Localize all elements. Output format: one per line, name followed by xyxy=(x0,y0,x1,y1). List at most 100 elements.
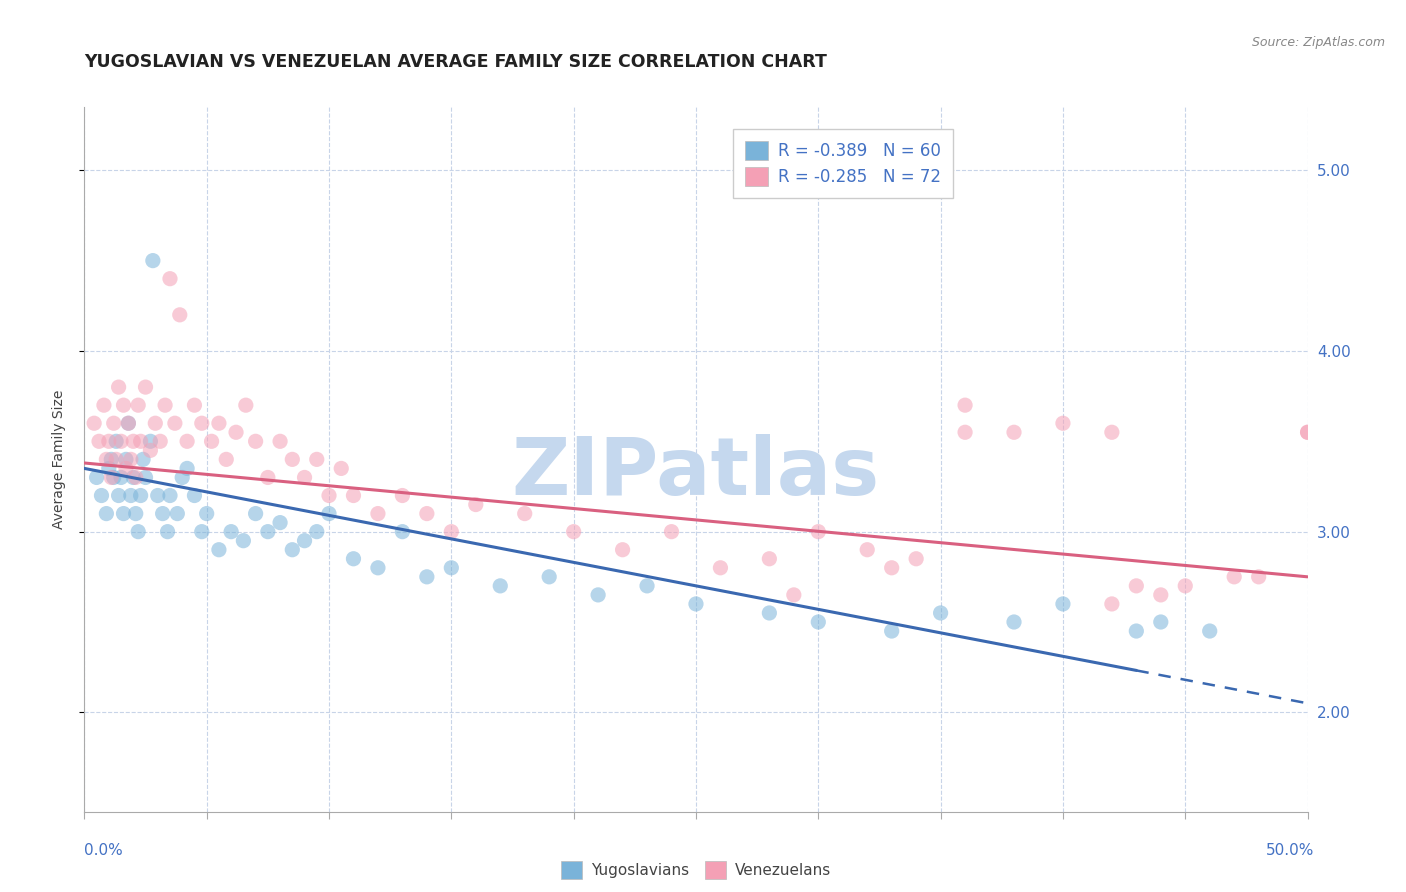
Point xyxy=(318,507,340,521)
Point xyxy=(1174,579,1197,593)
Point xyxy=(110,434,132,449)
Point xyxy=(440,524,463,539)
Point xyxy=(115,461,138,475)
Point xyxy=(176,461,198,475)
Point xyxy=(110,470,132,484)
Point xyxy=(97,434,120,449)
Point xyxy=(1052,597,1074,611)
Point xyxy=(166,507,188,521)
Point xyxy=(103,416,125,430)
Point xyxy=(163,416,186,430)
Point xyxy=(112,398,135,412)
Point xyxy=(440,561,463,575)
Point xyxy=(281,542,304,557)
Point xyxy=(208,416,231,430)
Point xyxy=(215,452,238,467)
Point xyxy=(1296,425,1319,440)
Point xyxy=(245,507,267,521)
Point xyxy=(176,434,198,449)
Point xyxy=(132,452,155,467)
Point xyxy=(146,489,169,503)
Point xyxy=(953,425,976,440)
Point xyxy=(112,507,135,521)
Point xyxy=(1101,425,1123,440)
Point xyxy=(159,271,181,285)
Point xyxy=(318,489,340,503)
Point xyxy=(208,542,231,557)
Point xyxy=(159,489,181,503)
Point xyxy=(1002,425,1025,440)
Point xyxy=(305,524,328,539)
Point xyxy=(183,489,205,503)
Text: 0.0%: 0.0% xyxy=(84,843,124,858)
Point xyxy=(783,588,806,602)
Point xyxy=(191,524,214,539)
Point xyxy=(342,489,364,503)
Point xyxy=(235,398,257,412)
Point xyxy=(153,398,176,412)
Point xyxy=(538,570,561,584)
Point xyxy=(294,470,316,484)
Point xyxy=(685,597,707,611)
Point xyxy=(107,380,129,394)
Point xyxy=(330,461,353,475)
Point xyxy=(1125,624,1147,638)
Point xyxy=(257,524,280,539)
Point xyxy=(127,524,149,539)
Point xyxy=(758,606,780,620)
Point xyxy=(586,588,609,602)
Point xyxy=(661,524,683,539)
Point xyxy=(143,416,166,430)
Point xyxy=(122,434,145,449)
Point xyxy=(391,524,413,539)
Point xyxy=(183,398,205,412)
Point xyxy=(1150,588,1173,602)
Point xyxy=(172,470,194,484)
Point xyxy=(367,507,389,521)
Point xyxy=(135,380,157,394)
Point xyxy=(1150,615,1173,629)
Point xyxy=(245,434,267,449)
Point xyxy=(90,489,112,503)
Text: YUGOSLAVIAN VS VENEZUELAN AVERAGE FAMILY SIZE CORRELATION CHART: YUGOSLAVIAN VS VENEZUELAN AVERAGE FAMILY… xyxy=(84,54,827,71)
Point xyxy=(416,507,439,521)
Point xyxy=(129,434,152,449)
Point xyxy=(149,434,172,449)
Point xyxy=(191,416,214,430)
Point xyxy=(257,470,280,484)
Point xyxy=(281,452,304,467)
Point xyxy=(219,524,242,539)
Point xyxy=(807,524,830,539)
Point xyxy=(156,524,179,539)
Point xyxy=(953,398,976,412)
Point xyxy=(367,561,389,575)
Point xyxy=(232,533,254,548)
Point xyxy=(464,498,486,512)
Point xyxy=(305,452,328,467)
Point xyxy=(416,570,439,584)
Point xyxy=(1198,624,1220,638)
Point xyxy=(1247,570,1270,584)
Text: Source: ZipAtlas.com: Source: ZipAtlas.com xyxy=(1251,36,1385,49)
Point xyxy=(1125,579,1147,593)
Point xyxy=(86,470,108,484)
Point xyxy=(807,615,830,629)
Point xyxy=(1223,570,1246,584)
Point xyxy=(120,489,142,503)
Point xyxy=(562,524,585,539)
Point xyxy=(513,507,536,521)
Point xyxy=(1296,425,1319,440)
Point xyxy=(391,489,413,503)
Point xyxy=(1052,416,1074,430)
Legend: Yugoslavians, Venezuelans: Yugoslavians, Venezuelans xyxy=(554,855,838,885)
Point xyxy=(269,434,291,449)
Point xyxy=(105,452,128,467)
Point xyxy=(929,606,952,620)
Point xyxy=(97,461,120,475)
Point xyxy=(122,470,145,484)
Point xyxy=(117,416,139,430)
Point xyxy=(107,489,129,503)
Point xyxy=(169,308,191,322)
Point xyxy=(117,416,139,430)
Point xyxy=(1002,615,1025,629)
